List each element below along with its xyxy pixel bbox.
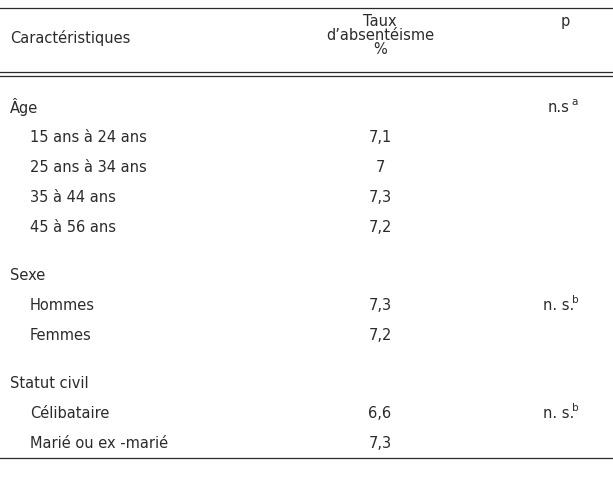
Text: Âge: Âge	[10, 98, 38, 116]
Text: a: a	[572, 97, 578, 107]
Text: 6,6: 6,6	[368, 405, 392, 421]
Text: 7,3: 7,3	[368, 297, 392, 313]
Text: Caractéristiques: Caractéristiques	[10, 30, 131, 46]
Text: 45 à 56 ans: 45 à 56 ans	[30, 219, 116, 235]
Text: Femmes: Femmes	[30, 327, 92, 343]
Text: d’absentéisme: d’absentéisme	[326, 28, 434, 43]
Text: 35 à 44 ans: 35 à 44 ans	[30, 189, 116, 205]
Text: 7,2: 7,2	[368, 327, 392, 343]
Text: Statut civil: Statut civil	[10, 376, 89, 391]
Text: 7: 7	[375, 160, 385, 174]
Text: b: b	[572, 295, 578, 305]
Text: 7,3: 7,3	[368, 435, 392, 450]
Text: Taux: Taux	[363, 14, 397, 29]
Text: p: p	[560, 14, 569, 29]
Text: 7,1: 7,1	[368, 130, 392, 144]
Text: 7,2: 7,2	[368, 219, 392, 235]
Text: Célibataire: Célibataire	[30, 405, 109, 421]
Text: 7,3: 7,3	[368, 189, 392, 205]
Text: n. s.: n. s.	[543, 405, 574, 421]
Text: Hommes: Hommes	[30, 297, 95, 313]
Text: 25 ans à 34 ans: 25 ans à 34 ans	[30, 160, 147, 174]
Text: b: b	[572, 403, 578, 413]
Text: Sexe: Sexe	[10, 268, 45, 282]
Text: n.s: n.s	[548, 99, 570, 115]
Text: n. s.: n. s.	[543, 297, 574, 313]
Text: Marié ou ex -marié: Marié ou ex -marié	[30, 435, 168, 450]
Text: 15 ans à 24 ans: 15 ans à 24 ans	[30, 130, 147, 144]
Text: %: %	[373, 42, 387, 57]
